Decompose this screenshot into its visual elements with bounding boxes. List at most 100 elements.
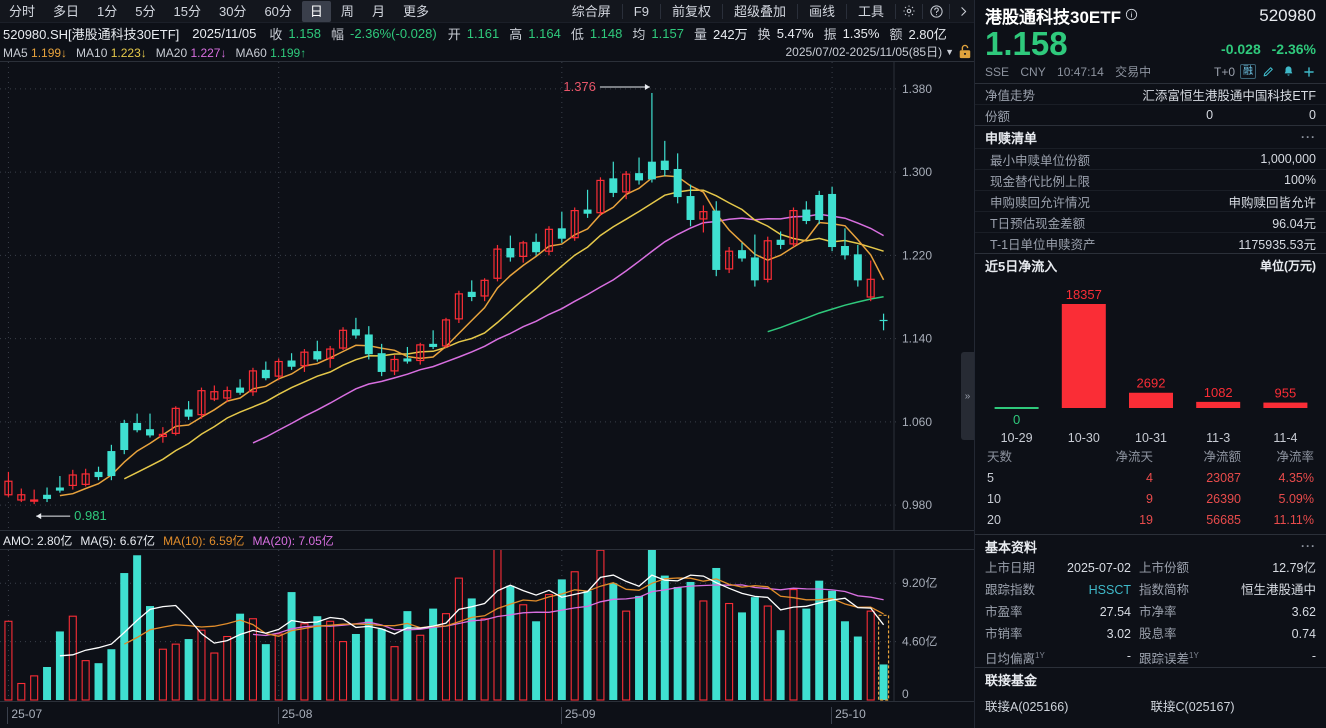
svg-text:18357: 18357 (1066, 287, 1102, 302)
quote-high-label: 高 (509, 27, 523, 42)
nav-trend-label: 净值走势 (985, 88, 1036, 103)
shares-values: 0 0 (1206, 108, 1316, 122)
svg-text:2692: 2692 (1137, 376, 1166, 391)
ma-legend-name-MA60: MA60 (235, 45, 271, 60)
shares-label: 份额 (985, 109, 1011, 124)
period-tab-5[interactable]: 30分 (218, 3, 247, 19)
quote-amp-label: 振 (823, 27, 837, 42)
instrument-name-wrap: 港股通科技30ETF (985, 3, 1138, 28)
flow-cell-1-1: 9 (1146, 491, 1153, 506)
period-tab-7[interactable]: 日 (301, 0, 331, 22)
basic-label-1-b: 指数简称 (1139, 583, 1190, 597)
table-row: 20 19 56685 11.11% (975, 509, 1326, 530)
flow-cell-0-1: 4 (1146, 470, 1153, 485)
last-price: 1.158 (985, 25, 1068, 62)
basic-sup-4-a: 1Y (1035, 651, 1045, 660)
edit-icon[interactable] (1261, 64, 1276, 79)
tool-button-2[interactable]: 前复权 (671, 3, 711, 19)
toolbar-divider (895, 3, 896, 19)
tool-sep-2 (721, 3, 723, 19)
tool-button-5[interactable]: 工具 (857, 3, 884, 19)
flow-cell-0-2: 23087 (1206, 470, 1241, 485)
instrument-price-row: 1.158 -0.028 -2.36% (985, 26, 1316, 62)
chevron-right-icon[interactable] (952, 0, 974, 22)
quote-open-label: 开 (447, 27, 461, 42)
lock-icon[interactable] (958, 44, 972, 64)
period-tab-3[interactable]: 5分 (135, 3, 156, 19)
redeem-more-icon[interactable]: ··· (1301, 130, 1316, 144)
gear-icon[interactable] (898, 0, 920, 22)
flow-table-header-0: 天数 (987, 450, 1013, 464)
quote-summary-line: 520980.SH[港股通科技30ETF] 2025/11/05 收 1.158… (0, 23, 974, 44)
linked-fund-1[interactable]: 联接C(025167) (1150, 700, 1235, 714)
ma-legend-value-MA20: 1.227↓ (190, 45, 227, 60)
instrument-meta-left: SSE CNY 10:47:14 交易中 (985, 63, 1159, 80)
period-tab-4[interactable]: 15分 (173, 3, 201, 19)
svg-text:1.376: 1.376 (563, 79, 596, 94)
help-icon[interactable] (925, 0, 947, 22)
flow-table-body: 5 4 23087 4.35% 10 9 26390 5.09% 20 19 56685 11.11% (975, 467, 1326, 530)
period-tab-2[interactable]: 1分 (97, 3, 118, 19)
redeem-section-title: 申赎清单 (985, 130, 1038, 146)
period-tab-8[interactable]: 周 (340, 3, 354, 19)
basic-label-1-a: 跟踪指数 (985, 583, 1036, 597)
settlement-badge: T+0 (1213, 64, 1235, 79)
svg-text:1082: 1082 (1204, 385, 1233, 400)
flow-table-header-1: 净流天 (1115, 450, 1153, 464)
x-axis-label-3: 25-10 (831, 707, 866, 724)
tool-button-4[interactable]: 画线 (808, 3, 835, 19)
quote-turn-label: 换 (757, 27, 771, 42)
quote-low-label: 低 (570, 27, 584, 42)
svg-text:0: 0 (902, 687, 909, 701)
basic-value-3-b: 0.74 (1291, 627, 1316, 641)
redeem-row-value-3: 96.04元 (1272, 216, 1316, 231)
quote-range: -2.36%(-0.028) (349, 26, 437, 41)
quote-symbol: 520980.SH[港股通科技30ETF] (3, 27, 180, 42)
volume-chart[interactable]: 9.20亿 4.60亿 0 (0, 549, 974, 702)
tool-sep-4 (845, 3, 847, 19)
add-icon[interactable] (1301, 64, 1316, 79)
redeem-row-label-0: 最小申赎单位份额 (990, 153, 1091, 168)
tool-button-3[interactable]: 超级叠加 (733, 3, 786, 19)
basic-label-4-b: 跟踪误差1Y (1139, 651, 1199, 667)
redeem-row-label-4: T-1日单位申赎资产 (990, 237, 1096, 252)
period-tab-9[interactable]: 月 (371, 3, 385, 19)
ma-legend-item-MA60: MA60 1.199↑ (235, 46, 306, 60)
basic-label-0-b: 上市份额 (1139, 561, 1190, 575)
date-range-text: 2025/07/02-2025/11/05(85日) (785, 45, 943, 59)
tool-button-0[interactable]: 综合屏 (571, 3, 611, 19)
net-flow-bar-chart: 0 10-29 18357 10-30 2692 10-31 1082 11-3 955 11-4 (975, 276, 1326, 445)
period-tab-6[interactable]: 60分 (264, 3, 292, 19)
date-range-selector[interactable]: 2025/07/02-2025/11/05(85日) ▼ (786, 43, 955, 60)
x-axis-label-0: 25-07 (7, 707, 42, 724)
period-tab-1[interactable]: 多日 (53, 3, 80, 19)
basic-more-icon[interactable]: ··· (1301, 539, 1316, 553)
basic-value-4-a: - (1126, 649, 1131, 663)
instrument-meta-right: T+0 融 (1214, 64, 1316, 79)
info-icon[interactable] (1125, 6, 1138, 26)
tool-button-1[interactable]: F9 (633, 3, 649, 19)
basic-section-title: 基本资料 (985, 539, 1038, 555)
price-change-pct: -2.36% (1271, 41, 1316, 57)
period-tab-10[interactable]: 更多 (402, 3, 429, 19)
quote-avg: 1.157 (651, 26, 684, 41)
collapse-panel-handle[interactable]: » (961, 352, 974, 440)
linked-fund-0[interactable]: 联接A(025166) (985, 700, 1069, 714)
instrument-header: 港股通科技30ETF 520980 1.158 -0.028 -2.36% (975, 0, 1326, 83)
flow-unit-label: 单位(万元) (1260, 258, 1316, 273)
ma-legend-value-MA10: 1.223↓ (110, 45, 147, 60)
bell-icon[interactable] (1281, 64, 1296, 79)
redeem-row-label-3: T日预估现金差额 (990, 216, 1086, 231)
basic-value-0-a: 2025-07-02 (1067, 561, 1131, 575)
nav-trend-value: 汇添富恒生港股通中国科技ETF (1142, 88, 1316, 103)
redeem-row-2: 申购赎回允许情况 申购赎回皆允许 (975, 190, 1326, 211)
shares-row: 份额 0 0 (975, 104, 1326, 125)
period-tab-0[interactable]: 分时 (9, 3, 36, 19)
quote-turn: 5.47% (776, 26, 814, 41)
chevron-down-icon[interactable]: ▼ (945, 46, 954, 57)
quote-vol: 242万 (712, 27, 748, 42)
candlestick-chart[interactable]: 1.380 1.300 1.220 1.140 1.060 0.980 1.376 0.981 (0, 61, 974, 530)
flow-table: 天数 净流天 净流额 净流率 5 4 23087 4.35% 10 9 26390 5.09% 20 1… (975, 444, 1326, 530)
candlestick-plot: 1.380 1.300 1.220 1.140 1.060 0.980 1.376 0.981 (0, 62, 932, 530)
svg-text:10-31: 10-31 (1135, 431, 1167, 444)
